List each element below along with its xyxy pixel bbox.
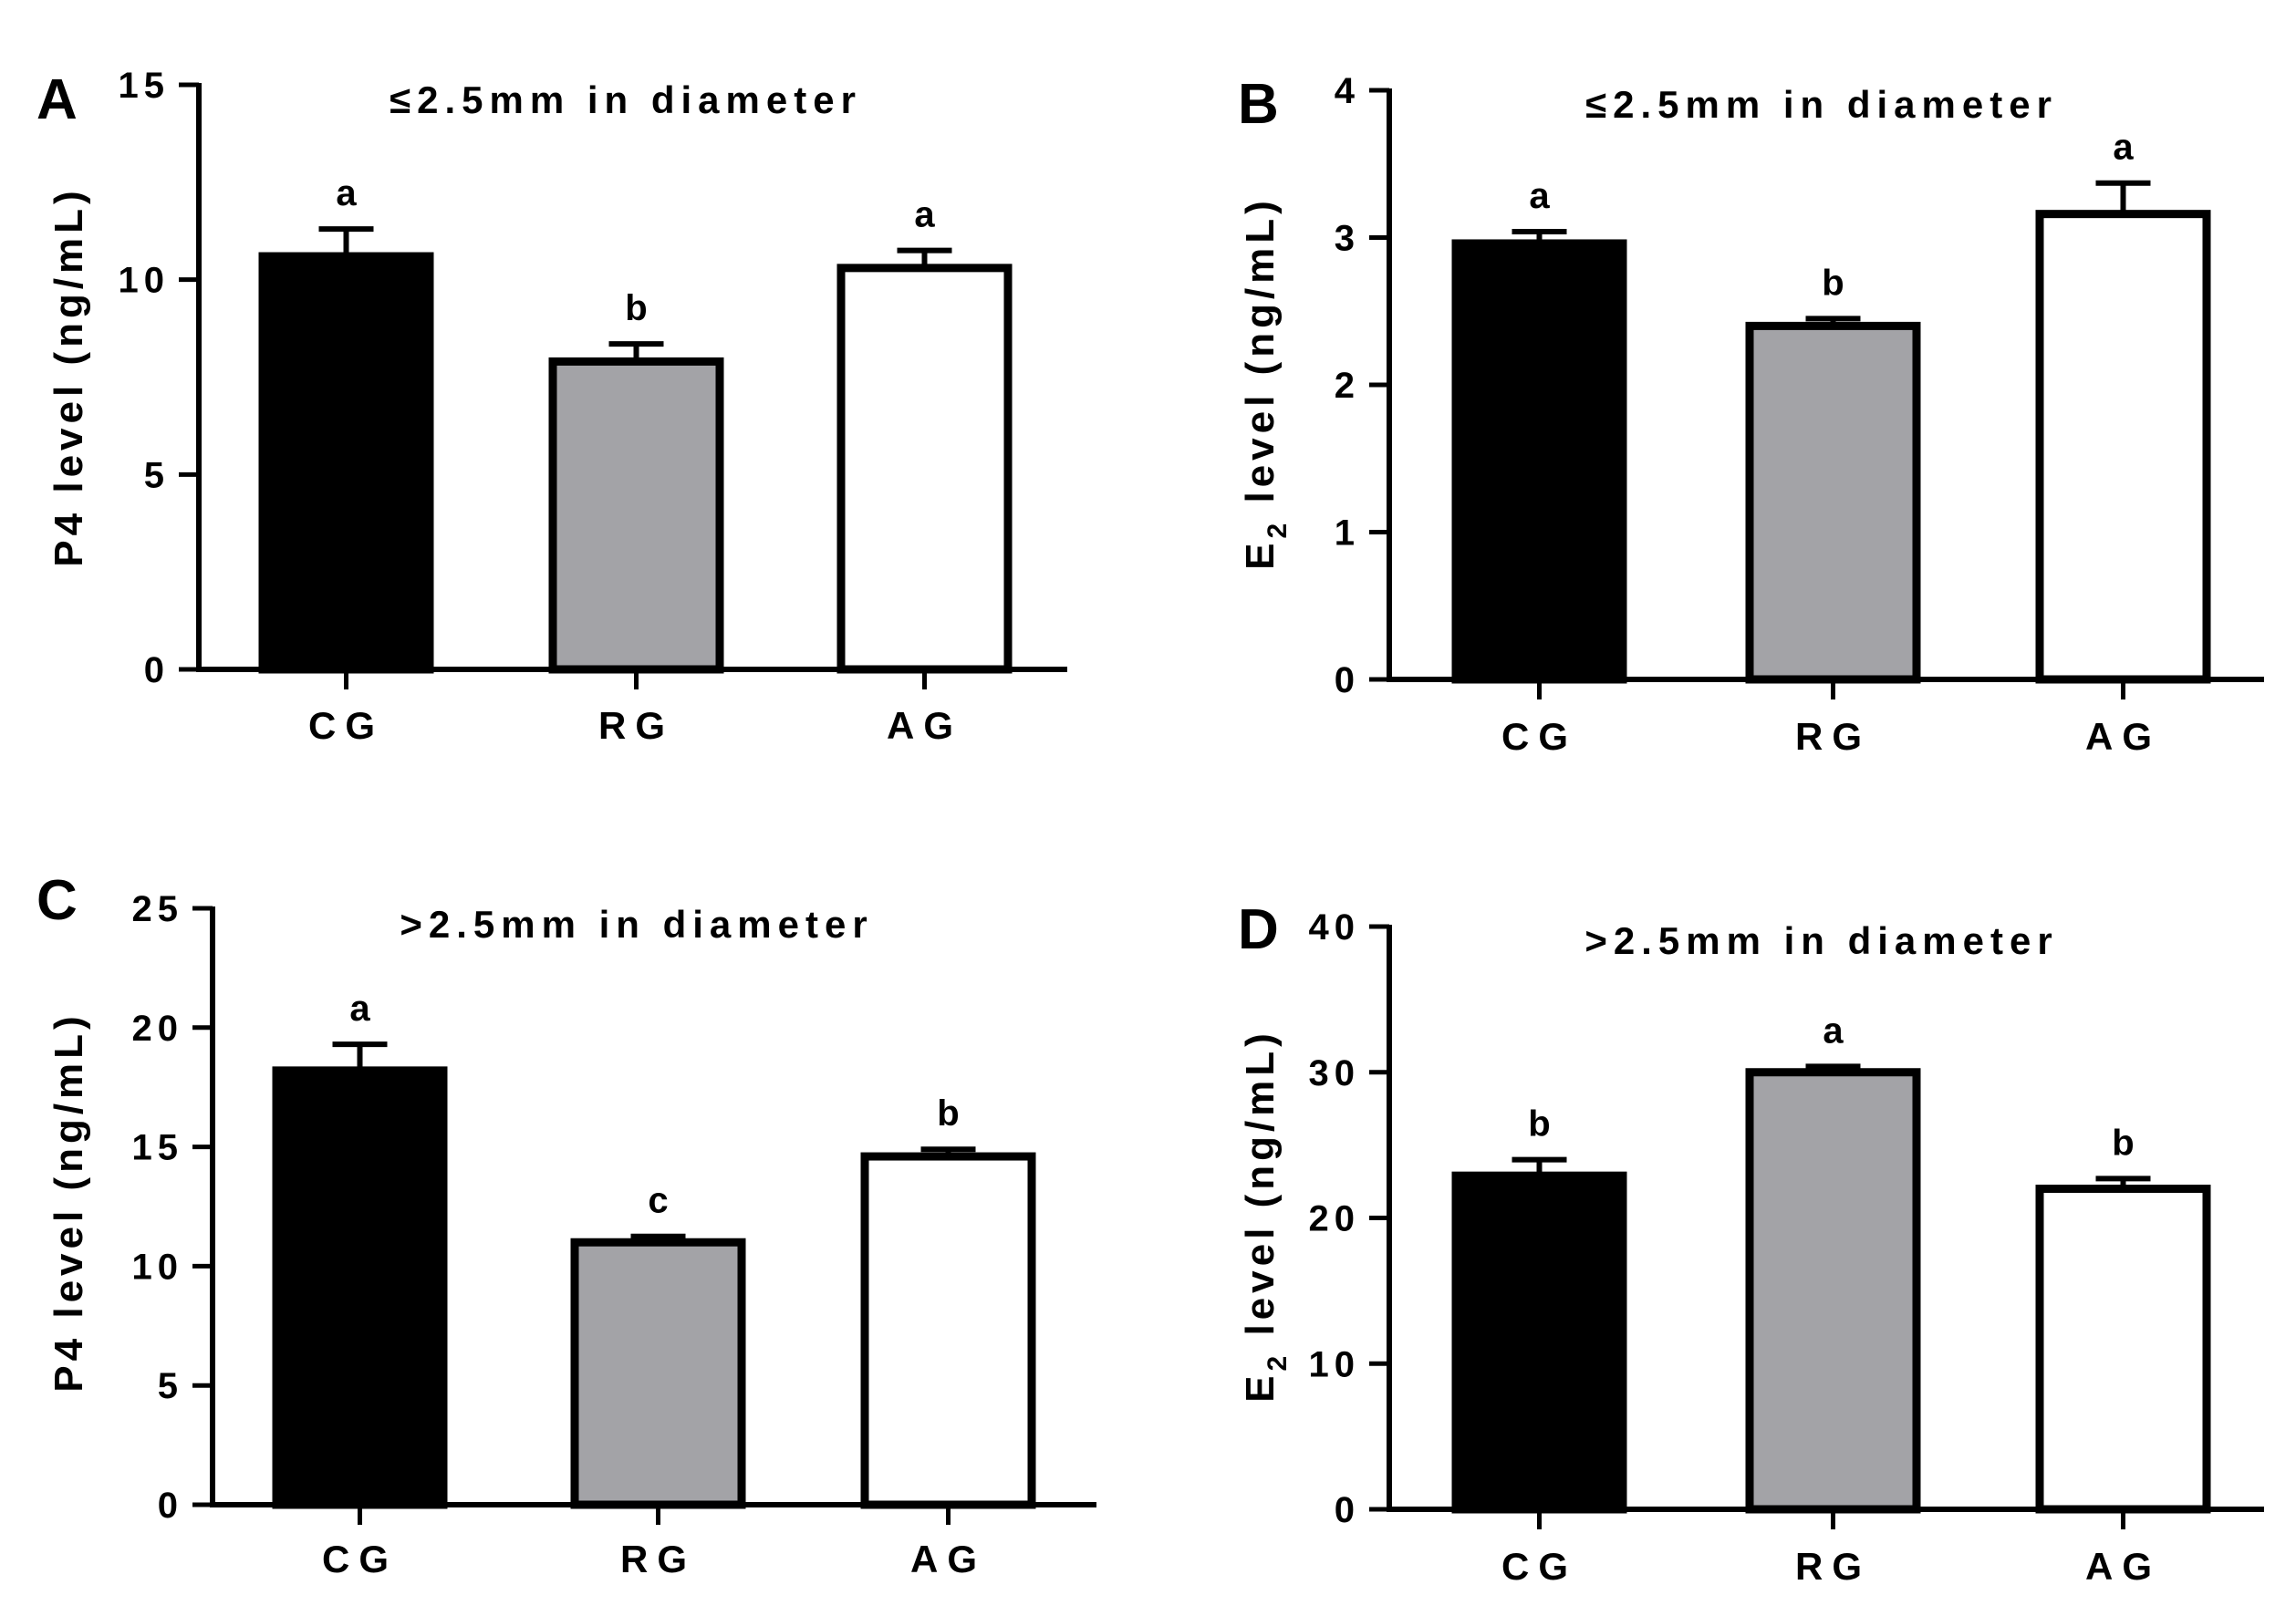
significance-label: a xyxy=(2113,128,2134,168)
y-tick-label: 2 xyxy=(1335,366,1360,406)
bar-rg xyxy=(570,1238,746,1509)
bar-ag xyxy=(836,264,1013,674)
significance-label: b xyxy=(1528,1104,1550,1145)
x-tick-label: AG xyxy=(887,704,962,747)
x-tick-label: AG xyxy=(910,1538,986,1580)
y-tick-label: 20 xyxy=(132,1009,184,1049)
bar-cg xyxy=(1451,239,1627,684)
bar-ag xyxy=(2035,1185,2211,1514)
y-tick-label: 25 xyxy=(132,889,184,929)
y-tick-label: 0 xyxy=(1335,660,1360,700)
x-tick-label: CG xyxy=(1501,715,1577,758)
panel-label: A xyxy=(36,68,78,131)
y-tick-label: 40 xyxy=(1309,907,1361,948)
y-tick-label: 1 xyxy=(1335,513,1360,554)
y-tick-label: 10 xyxy=(132,1247,184,1287)
significance-label: b xyxy=(625,288,647,328)
chart-panel-b: B ≤2.5mm in diameter E2 level (ng/mL) a CG b R… xyxy=(1238,71,2264,758)
x-tick-label: RG xyxy=(620,1538,696,1580)
y-tick-label: 5 xyxy=(144,455,170,495)
x-tick-label: CG xyxy=(308,704,384,747)
significance-label: a xyxy=(914,195,935,235)
significance-label: c xyxy=(648,1181,668,1221)
chart-title: ≤2.5mm in diameter xyxy=(1585,83,2058,126)
significance-label: a xyxy=(349,989,370,1029)
chart-title: >2.5mm in diameter xyxy=(400,903,873,946)
y-tick-label: 15 xyxy=(119,66,171,106)
y-tick-label: 3 xyxy=(1335,219,1360,259)
chart-panel-c: C >2.5mm in diameter P4 level (ng/mL) a CG c R… xyxy=(36,869,1096,1580)
bar-cg xyxy=(1451,1171,1627,1514)
y-axis-label: E2 level (ng/mL) xyxy=(1238,196,1293,570)
bar-rg xyxy=(548,357,724,674)
bar-ag xyxy=(2035,210,2211,684)
bar-rg xyxy=(1745,1068,1921,1514)
panel-label: B xyxy=(1238,73,1279,136)
bar-ag xyxy=(860,1152,1036,1509)
chart-title: >2.5mm in diameter xyxy=(1584,919,2058,962)
bar-cg xyxy=(258,252,434,674)
y-axis-label: E2 level (ng/mL) xyxy=(1238,1029,1293,1403)
significance-label: a xyxy=(1823,1010,1844,1051)
y-tick-label: 0 xyxy=(144,650,170,690)
significance-label: a xyxy=(336,173,357,213)
y-tick-label: 4 xyxy=(1335,71,1360,111)
x-tick-label: AG xyxy=(2085,1545,2161,1588)
x-tick-label: RG xyxy=(598,704,674,747)
y-tick-label: 10 xyxy=(1309,1344,1361,1384)
panel-label: C xyxy=(36,869,78,932)
y-tick-label: 5 xyxy=(158,1366,183,1406)
x-tick-label: RG xyxy=(1795,715,1871,758)
chart-panel-d: D >2.5mm in diameter E2 level (ng/mL) b CG a R… xyxy=(1238,898,2264,1588)
x-tick-label: CG xyxy=(322,1538,398,1580)
bar-cg xyxy=(272,1066,448,1509)
bar-rg xyxy=(1745,321,1921,684)
x-tick-label: RG xyxy=(1795,1545,1871,1588)
y-tick-label: 20 xyxy=(1309,1199,1361,1239)
y-tick-label: 15 xyxy=(132,1128,184,1168)
chart-panel-a: A ≤2.5mm in diameter P4 level (ng/mL) a CG b R… xyxy=(36,66,1067,747)
significance-label: b xyxy=(1822,263,1844,303)
x-tick-label: AG xyxy=(2085,715,2161,758)
x-tick-label: CG xyxy=(1501,1545,1577,1588)
y-tick-label: 30 xyxy=(1309,1053,1361,1093)
y-tick-label: 0 xyxy=(1335,1490,1360,1530)
y-axis-label: P4 level (ng/mL) xyxy=(47,186,91,566)
y-tick-label: 10 xyxy=(119,261,171,301)
significance-label: a xyxy=(1529,176,1550,216)
chart-title: ≤2.5mm in diameter xyxy=(390,78,862,121)
significance-label: b xyxy=(937,1093,959,1134)
y-axis-label: P4 level (ng/mL) xyxy=(47,1011,91,1392)
panel-label: D xyxy=(1238,898,1279,961)
significance-label: b xyxy=(2112,1123,2134,1163)
y-tick-label: 0 xyxy=(158,1486,183,1526)
